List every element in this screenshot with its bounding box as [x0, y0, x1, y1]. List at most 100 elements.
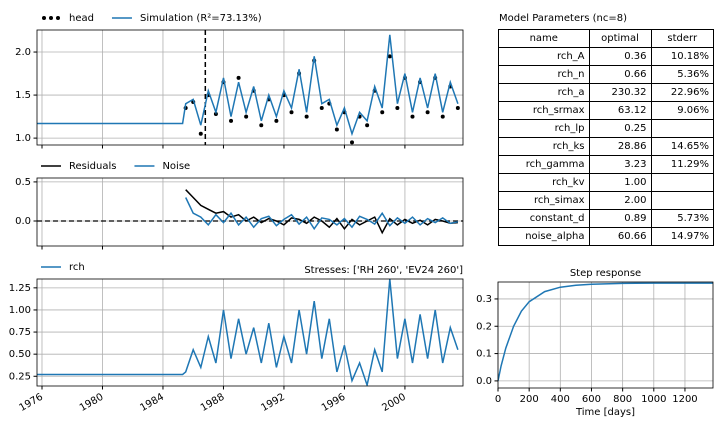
- header-row: name optimal stderr: [498, 29, 715, 48]
- data-point: [198, 131, 203, 136]
- table-cell: [650, 191, 715, 210]
- plot-area: [37, 279, 459, 386]
- table-cell: 14.97%: [650, 227, 715, 246]
- x-tick-label: 800: [613, 394, 632, 405]
- legend-label: Noise: [162, 161, 190, 172]
- y-tick-label: 1.00: [9, 305, 31, 316]
- x-tick-label: 1992: [259, 392, 287, 414]
- table-title: Model Parameters (nc=8): [499, 13, 627, 24]
- data-point: [319, 105, 324, 110]
- data-point: [244, 114, 249, 119]
- plot-area: [498, 282, 713, 382]
- table-cell: rch_a: [498, 83, 590, 102]
- table-cell: 63.12: [588, 101, 652, 120]
- column-header: optimal: [588, 29, 652, 48]
- table-row: rch_lp 0.25: [498, 119, 715, 138]
- table-cell: 1.00: [588, 173, 652, 192]
- y-tick-label: 2.0: [15, 47, 31, 58]
- table-cell: 11.29%: [650, 155, 715, 174]
- x-tick-label: 1980: [78, 392, 106, 414]
- table-cell: 14.65%: [650, 137, 715, 156]
- data-point: [289, 110, 294, 115]
- table-cell: 28.86: [588, 137, 652, 156]
- y-tick-label: 1.25: [9, 283, 31, 294]
- table-row: rch_simax 2.00: [498, 191, 715, 210]
- data-point: [229, 118, 234, 123]
- data-point: [259, 123, 264, 128]
- table-cell: 230.32: [588, 83, 652, 102]
- x-tick-label: 2000: [380, 392, 408, 414]
- table-cell: [650, 173, 715, 192]
- y-tick-label: 1.5: [15, 90, 31, 101]
- table-cell: [650, 119, 715, 138]
- table-row: rch_n 0.66 5.36%: [498, 65, 715, 84]
- series-line: [185, 189, 458, 235]
- table-row: rch_a 230.32 22.96%: [498, 83, 715, 102]
- series-line: [37, 279, 459, 386]
- table-cell: rch_n: [498, 65, 590, 84]
- x-tick-label: 1984: [138, 392, 166, 414]
- x-tick-label: 1000: [641, 394, 666, 405]
- data-point: [425, 110, 430, 115]
- table-cell: 5.73%: [650, 209, 715, 228]
- table-cell: 9.06%: [650, 101, 715, 120]
- y-tick-label: 0.75: [9, 327, 31, 338]
- x-tick-label: 1988: [199, 392, 227, 414]
- x-tick-label: 0: [495, 394, 501, 405]
- table-cell: 5.36%: [650, 65, 715, 84]
- table-cell: rch_simax: [498, 191, 590, 210]
- panel-title: Step response: [570, 268, 641, 279]
- table-cell: rch_kv: [498, 173, 590, 192]
- y-tick-label: 1.0: [15, 133, 31, 144]
- legend-label: Residuals: [69, 161, 116, 172]
- column-header: stderr: [650, 29, 715, 48]
- legend-marker: [56, 16, 60, 20]
- y-tick-label: 0.0: [15, 216, 31, 227]
- legend-label: head: [69, 13, 94, 24]
- x-tick-label: 600: [582, 394, 601, 405]
- table-cell: 60.66: [588, 227, 652, 246]
- series-line: [185, 197, 459, 231]
- x-tick-label: 1200: [672, 394, 697, 405]
- data-point: [334, 127, 339, 132]
- axes-frame: [497, 281, 714, 389]
- data-point: [395, 105, 400, 110]
- data-point: [410, 114, 415, 119]
- series-line: [37, 34, 459, 137]
- data-point: [380, 110, 385, 115]
- x-axis-label: Time [days]: [575, 407, 635, 418]
- data-point: [387, 54, 392, 59]
- table-cell: 0.25: [588, 119, 652, 138]
- y-tick-label: 0.1: [476, 349, 492, 360]
- data-point: [440, 114, 445, 119]
- y-tick-label: 0.25: [9, 371, 31, 382]
- table-cell: 22.96%: [650, 83, 715, 102]
- parameter-table: name optimal stderr rch_A 0.36 10.18% rch_n 0.6…: [498, 29, 715, 246]
- x-tick-label: 200: [520, 394, 539, 405]
- x-tick-label: 1976: [17, 392, 45, 414]
- table-row: noise_alpha 60.66 14.97%: [498, 227, 715, 246]
- table-row: constant_d 0.89 5.73%: [498, 209, 715, 228]
- table-cell: noise_alpha: [498, 227, 590, 246]
- y-tick-label: 0.5: [15, 177, 31, 188]
- data-point: [274, 118, 279, 123]
- table-cell: 0.66: [588, 65, 652, 84]
- table-cell: 0.36: [588, 47, 652, 66]
- legend-label: rch: [69, 262, 85, 273]
- legend-label: Simulation (R²=73.13%): [140, 13, 262, 24]
- y-tick-label: 0.0: [476, 376, 492, 387]
- table-cell: 2.00: [588, 191, 652, 210]
- column-header: name: [498, 29, 590, 48]
- table-cell: rch_lp: [498, 119, 590, 138]
- axes-frame: [36, 177, 464, 247]
- table-cell: rch_ks: [498, 137, 590, 156]
- table-cell: 3.23: [588, 155, 652, 174]
- table-row: rch_A 0.36 10.18%: [498, 47, 715, 66]
- legend-marker: [42, 16, 46, 20]
- panel-title: Stresses: ['RH 260', 'EV24 260']: [304, 265, 463, 276]
- x-tick-label: 400: [551, 394, 570, 405]
- x-tick-label: 1996: [320, 392, 348, 414]
- y-tick-label: 0.50: [9, 349, 31, 360]
